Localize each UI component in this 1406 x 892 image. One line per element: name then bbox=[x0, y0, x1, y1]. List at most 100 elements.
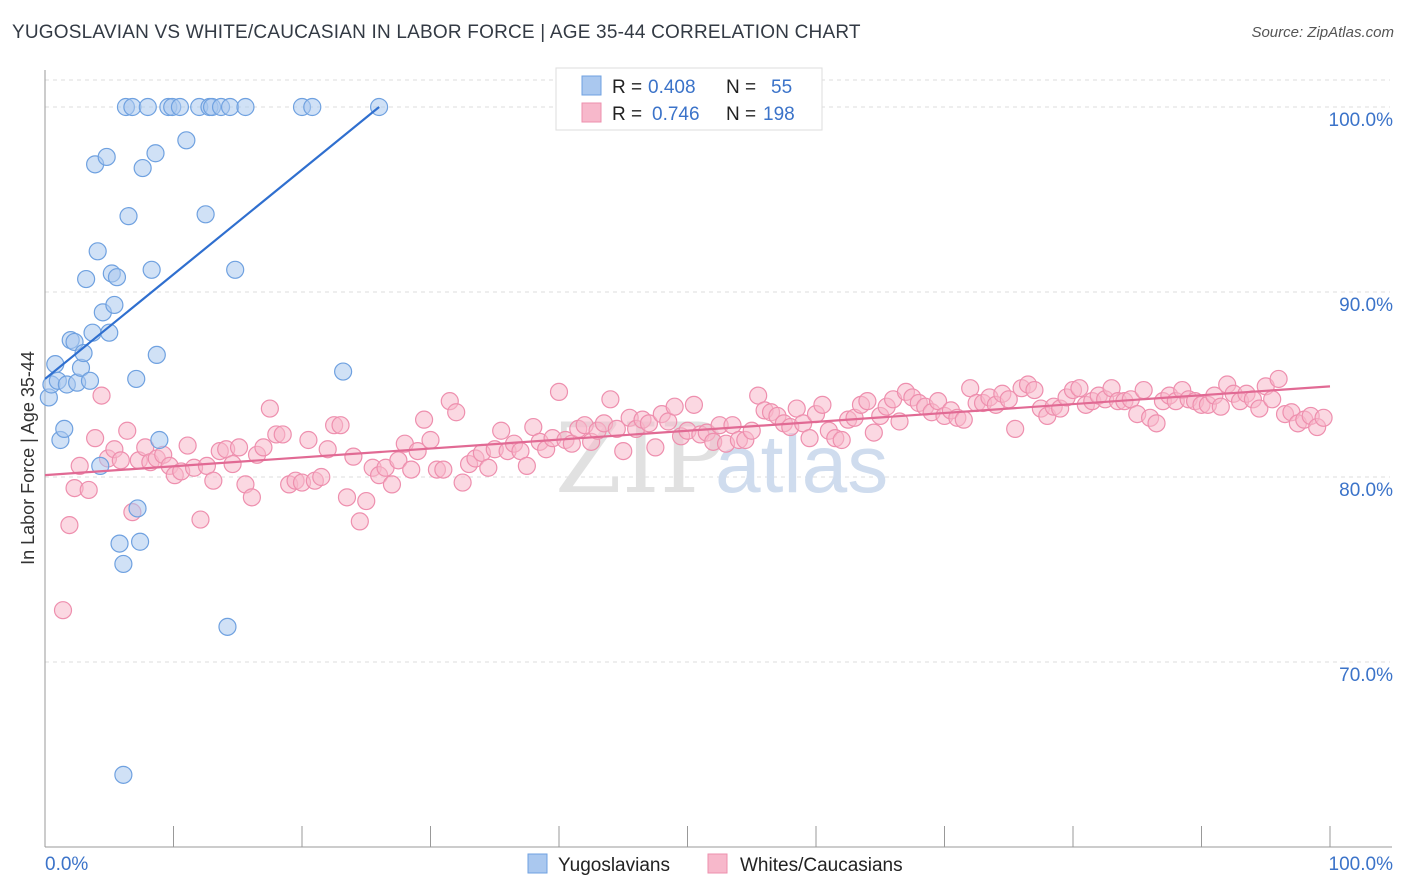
point-yugoslavians bbox=[147, 345, 166, 364]
y-tick-label: 90.0% bbox=[1339, 295, 1393, 316]
point-whites bbox=[260, 399, 279, 418]
point-yugoslavians bbox=[88, 242, 107, 261]
legend-r-value: 0.746 bbox=[652, 104, 700, 125]
axes bbox=[44, 70, 1392, 848]
point-whites bbox=[447, 403, 466, 422]
legend-n-value: 55 bbox=[771, 77, 792, 98]
point-whites bbox=[1263, 390, 1282, 409]
point-whites bbox=[1025, 380, 1044, 400]
data-points bbox=[39, 97, 1333, 784]
y-tick-label: 70.0% bbox=[1339, 665, 1393, 686]
legend-swatch-blue bbox=[581, 75, 602, 96]
point-yugoslavians bbox=[218, 617, 237, 636]
point-whites bbox=[1211, 397, 1230, 416]
bottom-legend: Yugoslavians Whites/Caucasians bbox=[527, 853, 903, 876]
point-whites bbox=[832, 430, 851, 450]
trend-line-whites bbox=[44, 385, 1331, 477]
legend-r-label: R = bbox=[612, 104, 642, 125]
point-whites bbox=[549, 382, 569, 401]
point-whites bbox=[318, 440, 337, 459]
x-tick-label-max: 100.0% bbox=[1329, 854, 1394, 875]
point-yugoslavians bbox=[334, 362, 353, 381]
point-whites bbox=[382, 475, 402, 494]
point-whites bbox=[204, 471, 223, 490]
point-yugoslavians bbox=[105, 295, 124, 315]
point-yugoslavians bbox=[110, 534, 129, 553]
point-whites bbox=[421, 430, 440, 450]
point-whites bbox=[864, 423, 883, 442]
point-whites bbox=[111, 451, 130, 470]
legend: R = 0.408 N = 55 R = 0.746 N = 198 bbox=[555, 67, 823, 131]
point-whites bbox=[954, 410, 973, 429]
point-whites bbox=[242, 488, 261, 507]
point-yugoslavians bbox=[226, 260, 245, 279]
trend-line-yugoslavians bbox=[44, 106, 380, 380]
point-yugoslavians bbox=[128, 499, 147, 518]
point-yugoslavians bbox=[146, 144, 165, 163]
point-whites bbox=[79, 480, 98, 500]
point-whites bbox=[70, 456, 89, 475]
point-whites bbox=[299, 430, 318, 450]
point-whites bbox=[331, 416, 350, 435]
point-whites bbox=[1250, 399, 1269, 418]
bottom-legend-label-yugoslavians: Yugoslavians bbox=[558, 855, 670, 876]
legend-row-yugoslavians: R = 0.408 N = 55 bbox=[581, 75, 792, 98]
point-whites bbox=[1269, 369, 1288, 389]
point-whites bbox=[402, 460, 421, 479]
point-whites bbox=[646, 438, 665, 457]
point-whites bbox=[1134, 380, 1153, 400]
point-whites bbox=[344, 447, 363, 466]
point-yugoslavians bbox=[177, 131, 196, 150]
legend-r-label: R = bbox=[612, 77, 642, 98]
point-yugoslavians bbox=[114, 554, 133, 574]
point-whites bbox=[357, 491, 376, 511]
point-whites bbox=[1006, 419, 1025, 438]
legend-n-value: 198 bbox=[763, 104, 795, 125]
y-tick-label: 100.0% bbox=[1329, 110, 1394, 131]
point-yugoslavians bbox=[236, 97, 255, 117]
y-tick-labels: 70.0% 80.0% 90.0% 100.0% bbox=[1329, 110, 1394, 686]
point-yugoslavians bbox=[74, 343, 93, 363]
point-whites bbox=[684, 395, 704, 414]
point-whites bbox=[813, 395, 832, 414]
point-yugoslavians bbox=[83, 323, 102, 342]
point-whites bbox=[273, 425, 292, 444]
point-whites bbox=[86, 429, 105, 448]
chart-source: Source: ZipAtlas.com bbox=[1251, 24, 1394, 41]
x-tick-labels: 0.0% 100.0% bbox=[45, 854, 1393, 875]
point-whites bbox=[337, 488, 357, 507]
legend-n-label: N = bbox=[726, 104, 756, 125]
bottom-legend-label-whites: Whites/Caucasians bbox=[740, 855, 903, 876]
point-whites bbox=[1070, 379, 1089, 398]
point-whites bbox=[639, 414, 659, 433]
point-whites bbox=[858, 392, 877, 411]
point-yugoslavians bbox=[196, 205, 215, 224]
point-whites bbox=[312, 467, 331, 487]
point-whites bbox=[223, 454, 242, 474]
bottom-legend-swatch-yugoslavians bbox=[527, 853, 548, 874]
point-yugoslavians bbox=[133, 158, 152, 178]
point-whites bbox=[1147, 414, 1166, 433]
point-yugoslavians bbox=[138, 97, 157, 117]
point-yugoslavians bbox=[119, 207, 138, 226]
point-whites bbox=[479, 458, 498, 477]
point-yugoslavians bbox=[114, 765, 133, 784]
point-whites bbox=[453, 473, 472, 492]
point-whites bbox=[178, 436, 197, 455]
x-tick-label-min: 0.0% bbox=[45, 854, 88, 875]
point-yugoslavians bbox=[130, 532, 150, 551]
point-yugoslavians bbox=[220, 97, 240, 117]
point-yugoslavians bbox=[170, 97, 190, 117]
point-whites bbox=[118, 421, 137, 440]
point-whites bbox=[389, 451, 408, 470]
point-yugoslavians bbox=[77, 269, 96, 289]
legend-swatch-pink bbox=[581, 102, 602, 123]
point-whites bbox=[414, 410, 434, 429]
point-whites bbox=[53, 601, 73, 620]
point-yugoslavians bbox=[150, 430, 169, 450]
point-whites bbox=[254, 438, 273, 457]
legend-r-value: 0.408 bbox=[648, 77, 696, 98]
legend-row-whites: R = 0.746 N = 198 bbox=[581, 102, 795, 125]
point-yugoslavians bbox=[97, 147, 116, 167]
